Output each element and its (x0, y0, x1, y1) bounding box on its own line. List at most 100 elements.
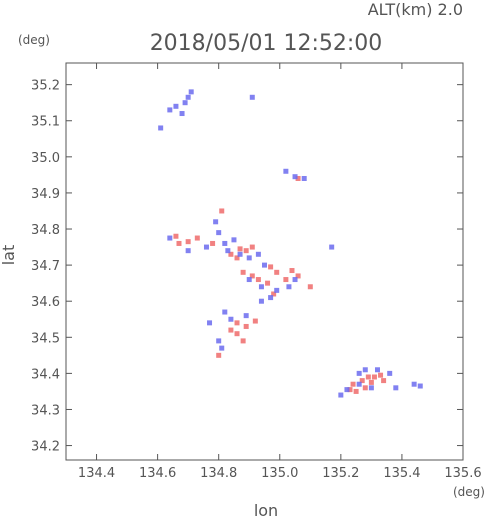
data-point-positive (366, 374, 371, 379)
y-tick-label: 34.7 (31, 259, 60, 274)
data-point-positive (372, 374, 377, 379)
data-point-positive (176, 241, 181, 246)
data-point-positive (253, 319, 258, 324)
data-point-negative (329, 245, 334, 250)
y-tick-label: 35.0 (31, 151, 60, 166)
data-point-negative (259, 284, 264, 289)
data-point-negative (219, 346, 224, 351)
data-point-negative (344, 387, 349, 392)
data-point-negative (293, 277, 298, 282)
axis-ticks: 134.4 134.6 134.8 135.0 135.2 135.4 135.6 34.2 3… (31, 63, 482, 481)
data-point-positive (244, 324, 249, 329)
data-point-negative (216, 338, 221, 343)
plot-frame (66, 63, 463, 460)
data-point-positive (265, 281, 270, 286)
data-point-negative (173, 104, 178, 109)
y-tick-label: 35.1 (31, 115, 60, 130)
x-tick-label: 134.6 (139, 466, 176, 481)
data-point-positive (381, 378, 386, 383)
data-point-negative (338, 393, 343, 398)
x-axis-label: lon (254, 501, 278, 520)
data-point-positive (363, 385, 368, 390)
data-point-positive (308, 284, 313, 289)
data-point-negative (222, 241, 227, 246)
data-point-negative (244, 313, 249, 318)
x-tick-label: 135.0 (261, 466, 298, 481)
y-tick-label: 34.9 (31, 187, 60, 202)
y-tick-label: 35.2 (31, 79, 60, 94)
data-point-negative (231, 237, 236, 242)
data-point-positive (268, 264, 273, 269)
data-point-negative (247, 277, 252, 282)
x-tick-label: 135.6 (444, 466, 481, 481)
data-point-negative (259, 299, 264, 304)
x-tick-label: 135.4 (383, 466, 420, 481)
data-point-negative (250, 95, 255, 100)
data-point-negative (207, 320, 212, 325)
data-point-negative (357, 382, 362, 387)
data-point-negative (375, 367, 380, 372)
data-point-positive (210, 241, 215, 246)
x-tick-label: 134.8 (200, 466, 237, 481)
y-tick-label: 34.8 (31, 223, 60, 238)
data-point-negative (387, 371, 392, 376)
data-point-positive (219, 208, 224, 213)
data-point-negative (216, 230, 221, 235)
data-point-negative (418, 384, 423, 389)
data-point-positive (228, 328, 233, 333)
data-point-negative (180, 111, 185, 116)
x-tick-label: 134.4 (78, 466, 115, 481)
data-point-negative (189, 89, 194, 94)
data-point-negative (369, 385, 374, 390)
y-tick-label: 34.6 (31, 295, 60, 310)
data-point-negative (167, 107, 172, 112)
data-point-negative (228, 317, 233, 322)
data-point-positive (369, 380, 374, 385)
data-point-positive (216, 353, 221, 358)
data-point-negative (247, 255, 252, 260)
data-point-negative (204, 245, 209, 250)
altitude-label: ALT(km) 2.0 (368, 0, 463, 19)
data-point-negative (186, 95, 191, 100)
data-point-negative (222, 310, 227, 315)
data-point-positive (250, 245, 255, 250)
data-point-negative (302, 176, 307, 181)
data-point-negative (357, 371, 362, 376)
x-unit-label: (deg) (453, 485, 485, 499)
data-point-negative (167, 236, 172, 241)
data-point-negative (274, 288, 279, 293)
data-point-positive (351, 382, 356, 387)
y-axis-label: lat (0, 245, 18, 266)
data-point-negative (262, 263, 267, 268)
data-point-positive (241, 338, 246, 343)
y-tick-label: 34.2 (31, 440, 60, 455)
data-point-negative (393, 385, 398, 390)
data-point-positive (195, 236, 200, 241)
data-point-negative (183, 100, 188, 105)
data-point-negative (363, 367, 368, 372)
chart-title: 2018/05/01 12:52:00 (150, 31, 383, 56)
data-points (158, 89, 423, 397)
data-point-negative (213, 219, 218, 224)
data-point-positive (186, 239, 191, 244)
data-point-negative (225, 248, 230, 253)
data-point-negative (293, 174, 298, 179)
data-point-positive (289, 268, 294, 273)
data-point-positive (244, 248, 249, 253)
data-point-negative (158, 125, 163, 130)
data-point-positive (256, 277, 261, 282)
data-point-positive (354, 389, 359, 394)
data-point-negative (256, 252, 261, 257)
data-point-positive (235, 320, 240, 325)
y-tick-label: 34.4 (31, 367, 60, 382)
data-point-positive (378, 373, 383, 378)
data-point-negative (286, 284, 291, 289)
data-point-positive (173, 234, 178, 239)
y-unit-label: (deg) (18, 33, 50, 47)
data-point-negative (412, 382, 417, 387)
data-point-positive (274, 270, 279, 275)
data-point-positive (238, 246, 243, 251)
data-point-positive (241, 270, 246, 275)
data-point-negative (283, 169, 288, 174)
x-tick-label: 135.2 (322, 466, 359, 481)
